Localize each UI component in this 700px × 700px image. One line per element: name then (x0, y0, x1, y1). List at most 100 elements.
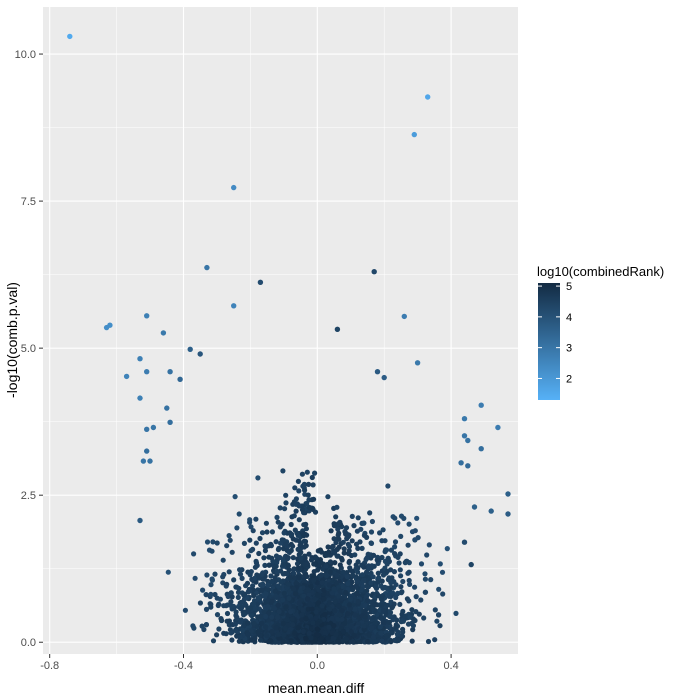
cloud-point (241, 592, 247, 598)
cloud-point (303, 616, 309, 622)
cloud-point (257, 637, 264, 643)
cloud-point (418, 597, 424, 603)
cloud-point (410, 627, 416, 633)
cloud-point (288, 521, 294, 528)
cloud-point (375, 570, 381, 576)
cloud-point (314, 580, 320, 586)
cloud-point (298, 555, 304, 561)
data-point (461, 539, 468, 545)
cloud-point (293, 580, 299, 587)
cloud-point (237, 567, 243, 573)
cloud-point (299, 471, 305, 477)
cloud-point (353, 566, 359, 572)
cloud-point (315, 600, 321, 606)
data-point (167, 369, 173, 375)
cloud-point (367, 510, 373, 516)
cloud-point (334, 504, 340, 510)
cloud-point (362, 602, 368, 609)
cloud-point (379, 638, 385, 644)
cloud-point (203, 606, 210, 613)
cloud-point (249, 613, 255, 619)
cloud-point (226, 569, 232, 575)
legend-ticks: 5 4 3 2 (538, 281, 572, 385)
data-point (471, 504, 478, 510)
cloud-point (333, 632, 339, 638)
cloud-point (228, 599, 234, 605)
cloud-point (270, 558, 276, 564)
cloud-point (346, 602, 352, 608)
cloud-point (306, 481, 312, 487)
cloud-point (323, 563, 329, 569)
cloud-point (191, 551, 197, 557)
cloud-point (387, 613, 393, 620)
cloud-point (165, 569, 171, 575)
cloud-point (233, 609, 239, 615)
cloud-point (290, 555, 296, 561)
cloud-point (397, 601, 403, 608)
data-point (177, 376, 183, 382)
cloud-point (251, 620, 257, 627)
x-tick-label: -0.8 (40, 660, 59, 672)
cloud-point (384, 568, 390, 575)
cloud-point (247, 572, 253, 578)
cloud-point (330, 543, 336, 549)
cloud-point (305, 587, 311, 593)
cloud-point (227, 537, 233, 543)
cloud-point (327, 606, 333, 612)
cloud-point (361, 520, 367, 526)
cloud-point (281, 530, 287, 536)
cloud-point (393, 624, 399, 630)
data-point (478, 402, 484, 408)
cloud-point (304, 469, 310, 475)
cloud-point (260, 576, 266, 582)
cloud-point (370, 634, 376, 640)
cloud-point (322, 552, 328, 559)
cloud-point (210, 638, 217, 644)
cloud-point (197, 600, 203, 606)
cloud-point (269, 598, 275, 604)
cloud-point (302, 487, 308, 493)
cloud-point (279, 521, 285, 527)
cloud-point (306, 630, 312, 637)
cloud-point (229, 637, 235, 643)
cloud-point (301, 593, 307, 599)
cloud-point (223, 631, 229, 637)
data-point (67, 33, 73, 40)
cloud-point (290, 543, 296, 549)
cloud-point (255, 614, 261, 620)
cloud-point (280, 639, 286, 645)
point-cloud (165, 468, 459, 645)
cloud-point (266, 562, 272, 568)
cloud-point (398, 584, 404, 590)
cloud-point (379, 615, 385, 621)
cloud-point (315, 592, 321, 598)
data-point (461, 433, 468, 439)
cloud-point (329, 615, 335, 621)
cloud-point (307, 601, 313, 607)
cloud-point (282, 506, 288, 512)
cloud-point (261, 555, 267, 561)
cloud-point (326, 600, 333, 606)
data-point (465, 463, 471, 469)
cloud-point (303, 636, 309, 642)
cloud-point (343, 525, 350, 531)
cloud-point (365, 597, 371, 604)
cloud-point (337, 562, 343, 568)
cloud-point (361, 532, 367, 539)
cloud-point (387, 609, 394, 616)
cloud-point (226, 533, 232, 539)
cloud-point (405, 542, 411, 548)
cloud-point (391, 569, 397, 575)
cloud-point (370, 574, 376, 580)
legend-color-bar (538, 283, 560, 400)
cloud-point (330, 635, 336, 642)
cloud-point (274, 614, 281, 621)
cloud-point (381, 620, 387, 626)
cloud-point (365, 551, 371, 557)
cloud-point (290, 536, 296, 542)
cloud-point (413, 594, 419, 600)
cloud-point (259, 614, 265, 620)
cloud-point (331, 623, 337, 629)
cloud-point (297, 588, 303, 594)
cloud-point (256, 573, 262, 579)
